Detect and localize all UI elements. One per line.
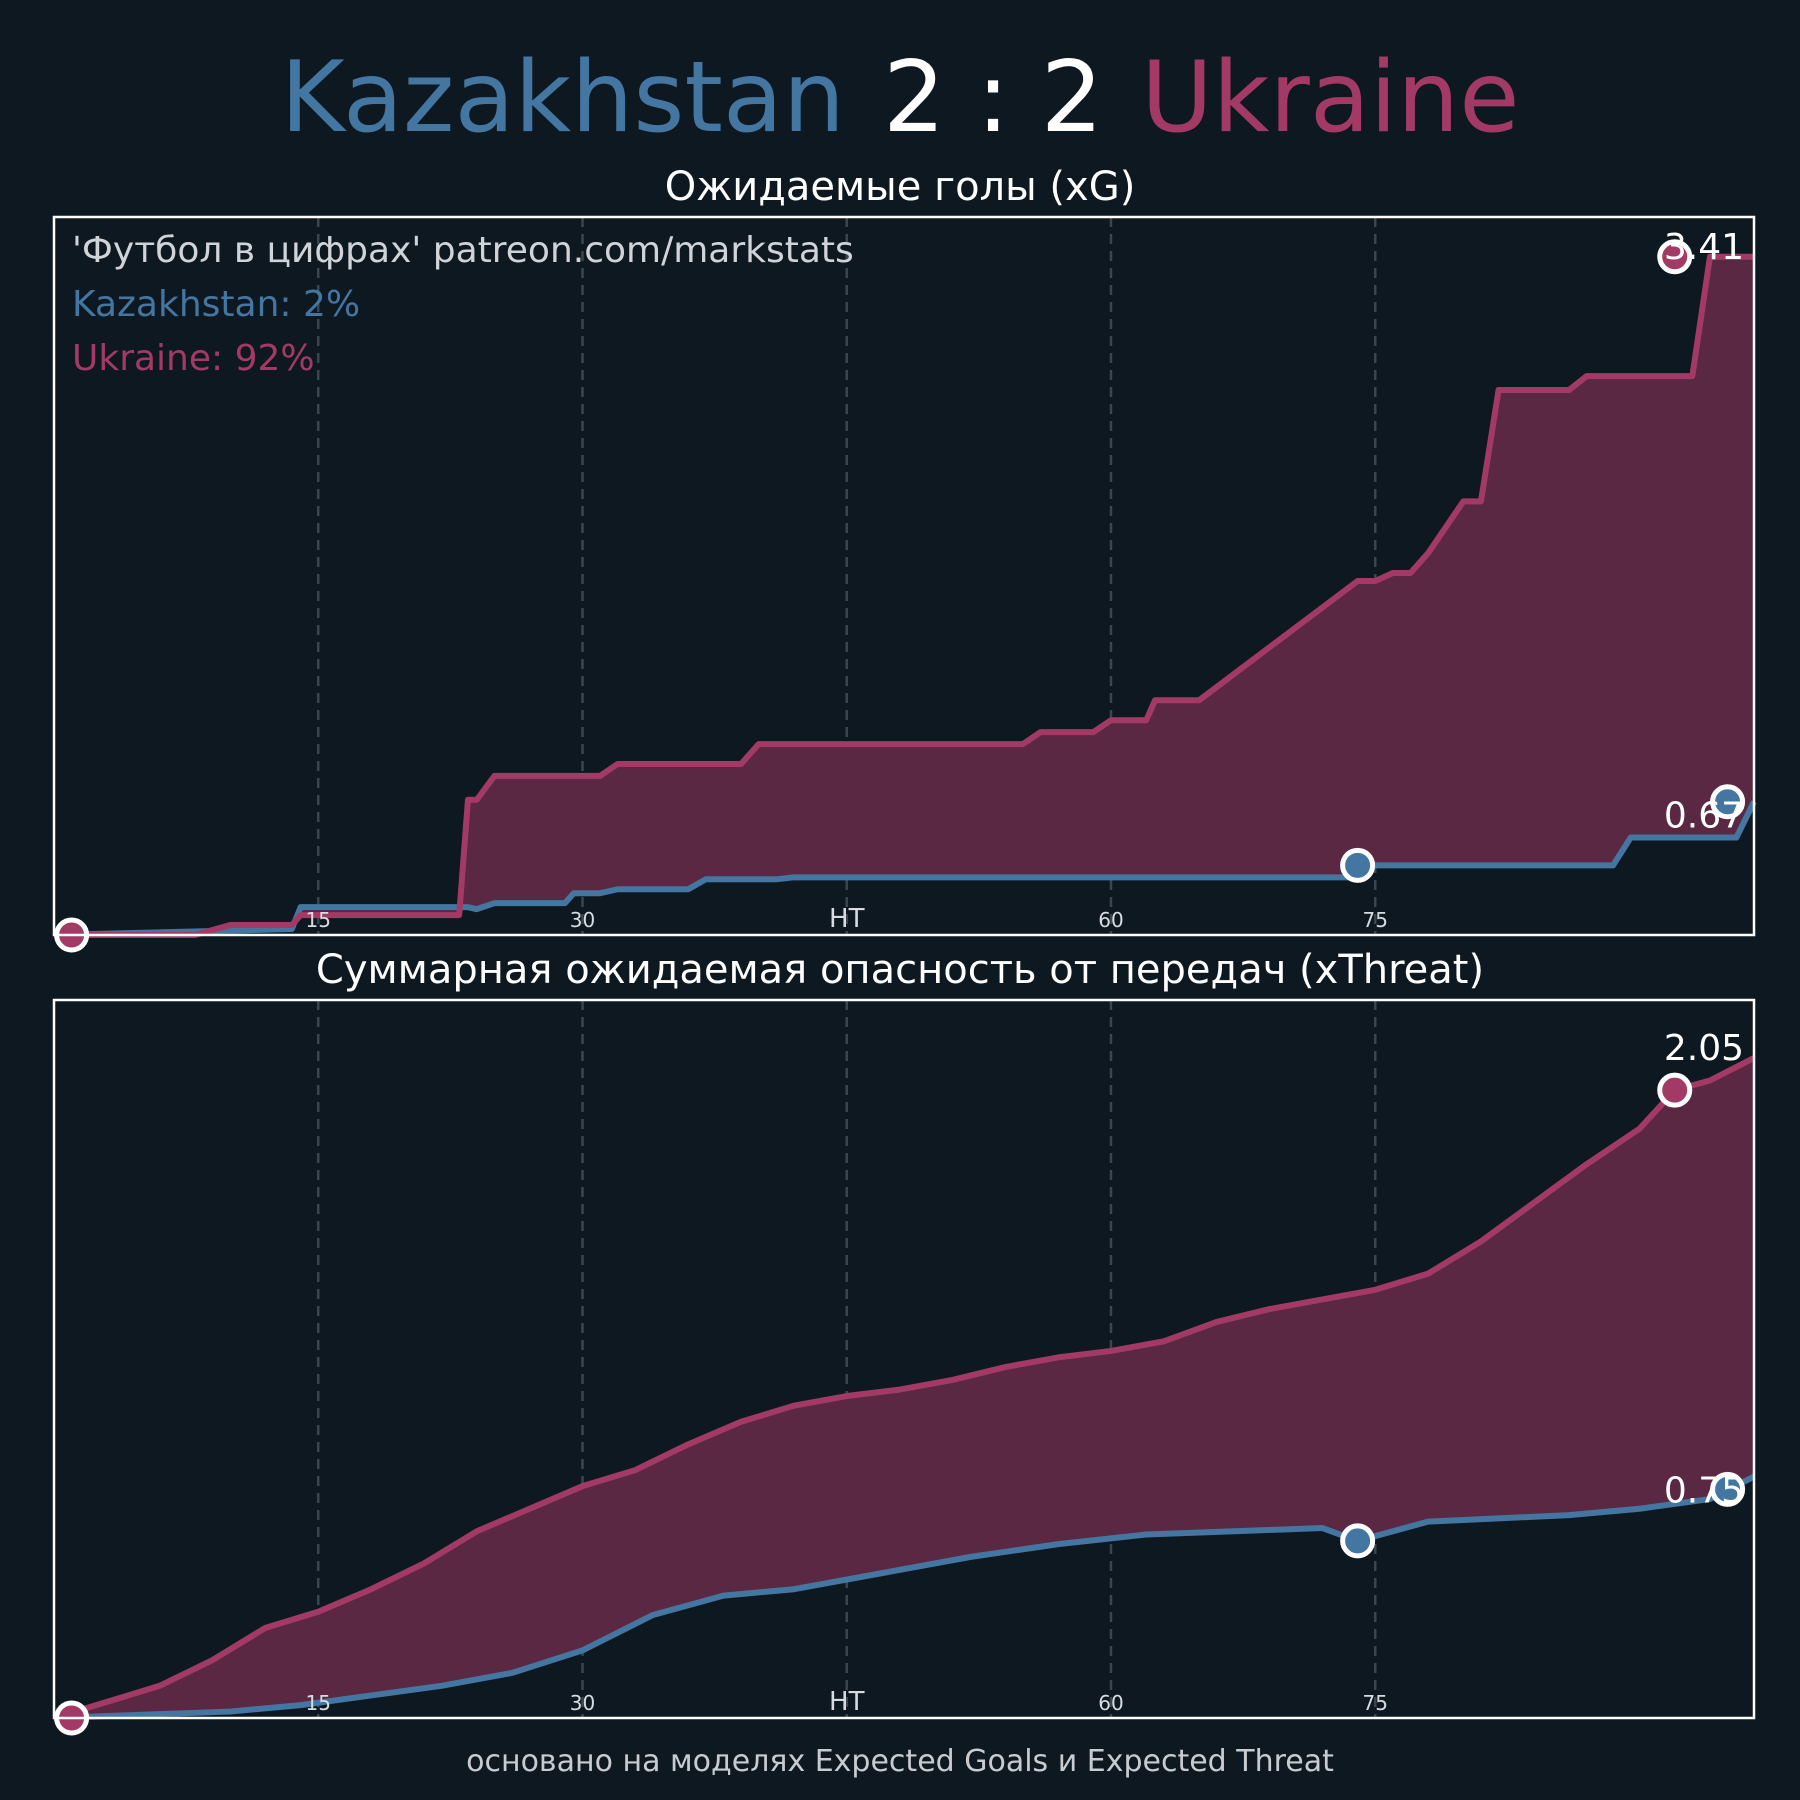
x-tick-label: 15: [306, 908, 331, 932]
match-score: 2 : 2: [883, 41, 1104, 155]
goal-marker-home: [1710, 784, 1746, 820]
x-tick-label: HT: [829, 1687, 865, 1717]
goal-marker-away: [1657, 239, 1693, 275]
footer-note: основано на моделях Expected Goals и Exp…: [466, 1744, 1334, 1779]
goal-marker-home: [1340, 1523, 1376, 1559]
x-tick-label: 75: [1363, 1691, 1388, 1715]
x-tick-label: 75: [1363, 908, 1388, 932]
source-label: 'Футбол в цифрах' patreon.com/markstats: [72, 230, 854, 271]
goal-marker-home: [1710, 1471, 1746, 1507]
final-total-home: 0.67: [1664, 796, 1744, 837]
series-line-kazakhstan: [53, 1473, 1756, 1721]
goal-marker-away: [1657, 1072, 1693, 1108]
xg-chart-svg: 15 30 HT 60 75 0.67 3.41: [52, 215, 1757, 953]
plot-frame: [52, 998, 1756, 1720]
difference-area: [54, 1057, 1754, 1718]
x-tick-label: 60: [1098, 908, 1123, 932]
series-line-ukraine: [54, 253, 1754, 938]
away-win-probability: Ukraine: 92%: [72, 338, 315, 379]
xthreat-chart-svg: 15 30 HT 60 75 0.75 2.05: [52, 998, 1756, 1736]
goal-marker-home: [1340, 847, 1376, 883]
series-line-ukraine: [53, 1055, 1756, 1721]
match-header: Kazakhstan 2 : 2 Ukraine: [0, 38, 1800, 158]
series-line-kazakhstan: [53, 800, 1757, 938]
xg-chart-title: Ожидаемые голы (xG): [664, 164, 1136, 210]
x-tick-label: 15: [306, 1691, 331, 1715]
final-total-home: 0.75: [1664, 1471, 1744, 1512]
difference-area: [54, 256, 1754, 935]
xthreat-chart: 15 30 HT 60 75 0.75 2.05: [52, 998, 1756, 1736]
final-total-away: 2.05: [1664, 1028, 1744, 1069]
xthreat-chart-title: Суммарная ожидаемая опасность от передач…: [315, 947, 1485, 993]
x-tick-label: 30: [570, 1691, 595, 1715]
final-total-away: 3.41: [1664, 227, 1744, 268]
xg-chart: 15 30 HT 60 75 0.67 3.41: [52, 215, 1757, 953]
x-tick-label: 30: [570, 908, 595, 932]
plot-frame: [52, 215, 1756, 937]
away-team-name: Ukraine: [1141, 41, 1520, 155]
x-tick-label: HT: [829, 904, 865, 934]
x-tick-label: 60: [1098, 1691, 1123, 1715]
home-team-name: Kazakhstan: [280, 41, 846, 155]
home-win-probability: Kazakhstan: 2%: [72, 284, 361, 325]
